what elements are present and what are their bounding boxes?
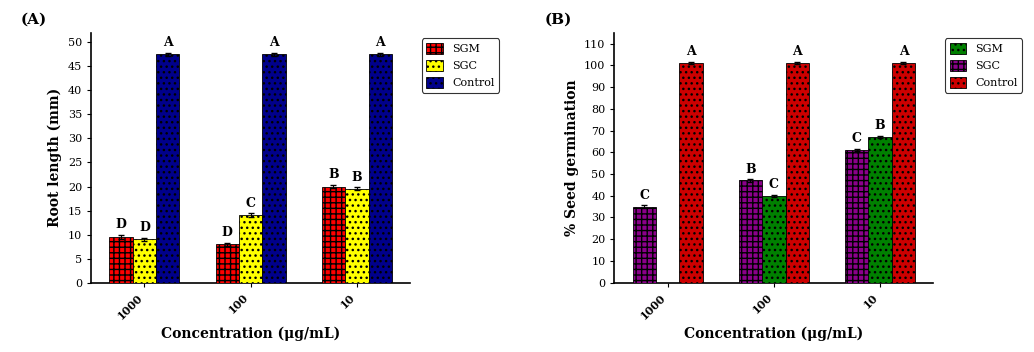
Bar	[786, 63, 809, 283]
Text: D: D	[139, 221, 150, 234]
Bar	[322, 187, 345, 283]
Y-axis label: Root length (mm): Root length (mm)	[48, 88, 62, 227]
Bar	[345, 189, 368, 283]
Text: B: B	[352, 171, 362, 184]
Text: A: A	[899, 45, 908, 58]
Text: C: C	[639, 189, 649, 202]
Bar	[215, 244, 239, 283]
Text: A: A	[792, 45, 802, 58]
Text: D: D	[116, 218, 126, 231]
Legend: SGM, SGC, Control: SGM, SGC, Control	[945, 38, 1022, 93]
Text: A: A	[687, 45, 696, 58]
Text: (B): (B)	[544, 13, 572, 27]
Text: B: B	[746, 163, 756, 176]
Legend: SGM, SGC, Control: SGM, SGC, Control	[422, 38, 498, 93]
Text: A: A	[269, 36, 279, 49]
Bar	[156, 55, 180, 283]
X-axis label: Concentration (μg/mL): Concentration (μg/mL)	[685, 327, 863, 341]
Bar	[679, 63, 703, 283]
Text: D: D	[222, 226, 233, 239]
X-axis label: Concentration (μg/mL): Concentration (μg/mL)	[161, 327, 340, 341]
Text: B: B	[328, 168, 339, 181]
Text: C: C	[769, 178, 779, 191]
Bar	[633, 207, 656, 283]
Y-axis label: % Seed germination: % Seed germination	[565, 79, 579, 236]
Bar	[739, 181, 762, 283]
Bar	[132, 239, 156, 283]
Text: A: A	[163, 36, 173, 49]
Bar	[845, 150, 869, 283]
Bar	[263, 55, 285, 283]
Text: A: A	[375, 36, 385, 49]
Text: C: C	[246, 197, 255, 210]
Text: (A): (A)	[21, 13, 48, 27]
Bar	[110, 237, 132, 283]
Text: B: B	[875, 119, 885, 132]
Bar	[239, 215, 263, 283]
Text: C: C	[852, 132, 861, 145]
Bar	[869, 137, 891, 283]
Bar	[368, 55, 392, 283]
Bar	[891, 63, 915, 283]
Bar	[762, 196, 786, 283]
